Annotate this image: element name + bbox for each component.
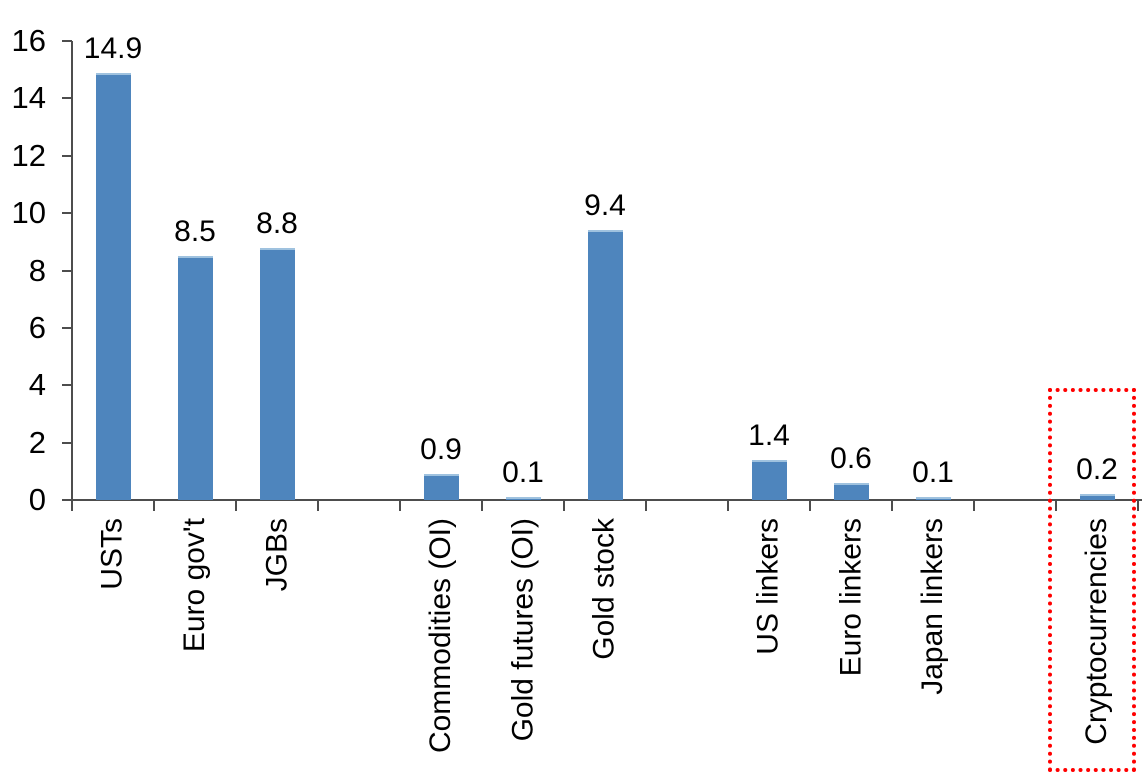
x-axis-tick xyxy=(891,500,893,511)
y-axis-tick xyxy=(62,154,72,157)
bar-value-label-japan-linkers: 0.1 xyxy=(912,456,954,490)
y-axis-line xyxy=(71,41,73,501)
y-axis-tick-label: 8 xyxy=(28,252,46,288)
y-axis-tick xyxy=(62,384,72,387)
x-axis-tick xyxy=(153,500,155,511)
x-axis-tick xyxy=(563,500,565,511)
x-axis-tick xyxy=(235,500,237,511)
x-axis-tick xyxy=(1055,500,1057,511)
y-axis-tick-label: 14 xyxy=(11,80,46,116)
bar-value-label-usts: 14.9 xyxy=(83,31,143,65)
bar-japan-linkers xyxy=(915,497,951,500)
x-axis-tick xyxy=(727,500,729,511)
bar-euro-gov-t xyxy=(177,256,213,500)
category-label-gold-stock: Gold stock xyxy=(588,518,621,660)
x-axis-tick xyxy=(399,500,401,511)
x-axis-tick xyxy=(973,500,975,511)
y-axis-tick-label: 4 xyxy=(28,367,46,403)
x-axis-tick xyxy=(317,500,319,511)
bar-jgbs xyxy=(259,247,295,500)
bar-cryptocurrencies xyxy=(1079,494,1115,500)
x-axis-tick xyxy=(1137,500,1139,511)
bar-us-linkers xyxy=(751,459,787,500)
bar-value-label-gold-stock: 9.4 xyxy=(584,189,626,223)
y-axis-tick xyxy=(62,499,72,501)
bar-value-label-cryptocurrencies: 0.2 xyxy=(1076,453,1118,487)
bar-value-label-euro-gov-t: 8.5 xyxy=(174,215,216,249)
bar-euro-linkers xyxy=(833,482,869,500)
bar-gold-stock xyxy=(587,230,623,500)
y-axis-tick-label: 6 xyxy=(28,309,46,345)
y-axis-tick xyxy=(62,97,72,100)
y-axis-tick xyxy=(62,441,72,444)
y-axis-tick-label: 12 xyxy=(11,137,46,173)
bar-gold-futures-oi xyxy=(505,497,541,500)
category-label-japan-linkers: Japan linkers xyxy=(916,518,949,695)
category-label-commodities-oi: Commodities (OI) xyxy=(424,518,457,754)
bar-value-label-us-linkers: 1.4 xyxy=(748,418,790,452)
bar-value-label-commodities-oi: 0.9 xyxy=(420,433,462,467)
category-label-euro-gov-t: Euro gov't xyxy=(178,518,211,653)
y-axis-tick xyxy=(62,326,72,329)
x-axis-tick xyxy=(481,500,483,511)
y-axis-tick-label: 10 xyxy=(11,195,46,231)
y-axis-tick-label: 2 xyxy=(28,424,46,460)
category-label-jgbs: JGBs xyxy=(260,518,293,592)
y-axis-tick xyxy=(62,40,72,42)
x-axis-tick xyxy=(71,500,73,511)
category-label-euro-linkers: Euro linkers xyxy=(834,518,867,677)
highlight-box-cryptocurrencies xyxy=(1048,388,1136,772)
category-label-usts: USTs xyxy=(96,518,129,590)
bar-commodities-oi xyxy=(423,474,459,500)
x-axis-line xyxy=(72,499,1142,501)
y-axis-tick xyxy=(62,212,72,215)
bar-usts xyxy=(95,72,131,500)
bar-value-label-euro-linkers: 0.6 xyxy=(830,441,872,475)
y-axis-tick-label: 16 xyxy=(11,23,46,58)
x-axis-tick xyxy=(645,500,647,511)
x-axis-tick xyxy=(809,500,811,511)
bar-value-label-jgbs: 8.8 xyxy=(256,206,298,240)
y-axis-tick-label: 0 xyxy=(28,482,46,517)
category-label-gold-futures-oi: Gold futures (OI) xyxy=(506,518,539,742)
y-axis-tick xyxy=(62,269,72,272)
category-label-us-linkers: US linkers xyxy=(752,518,785,655)
bar-value-label-gold-futures-oi: 0.1 xyxy=(502,456,544,490)
